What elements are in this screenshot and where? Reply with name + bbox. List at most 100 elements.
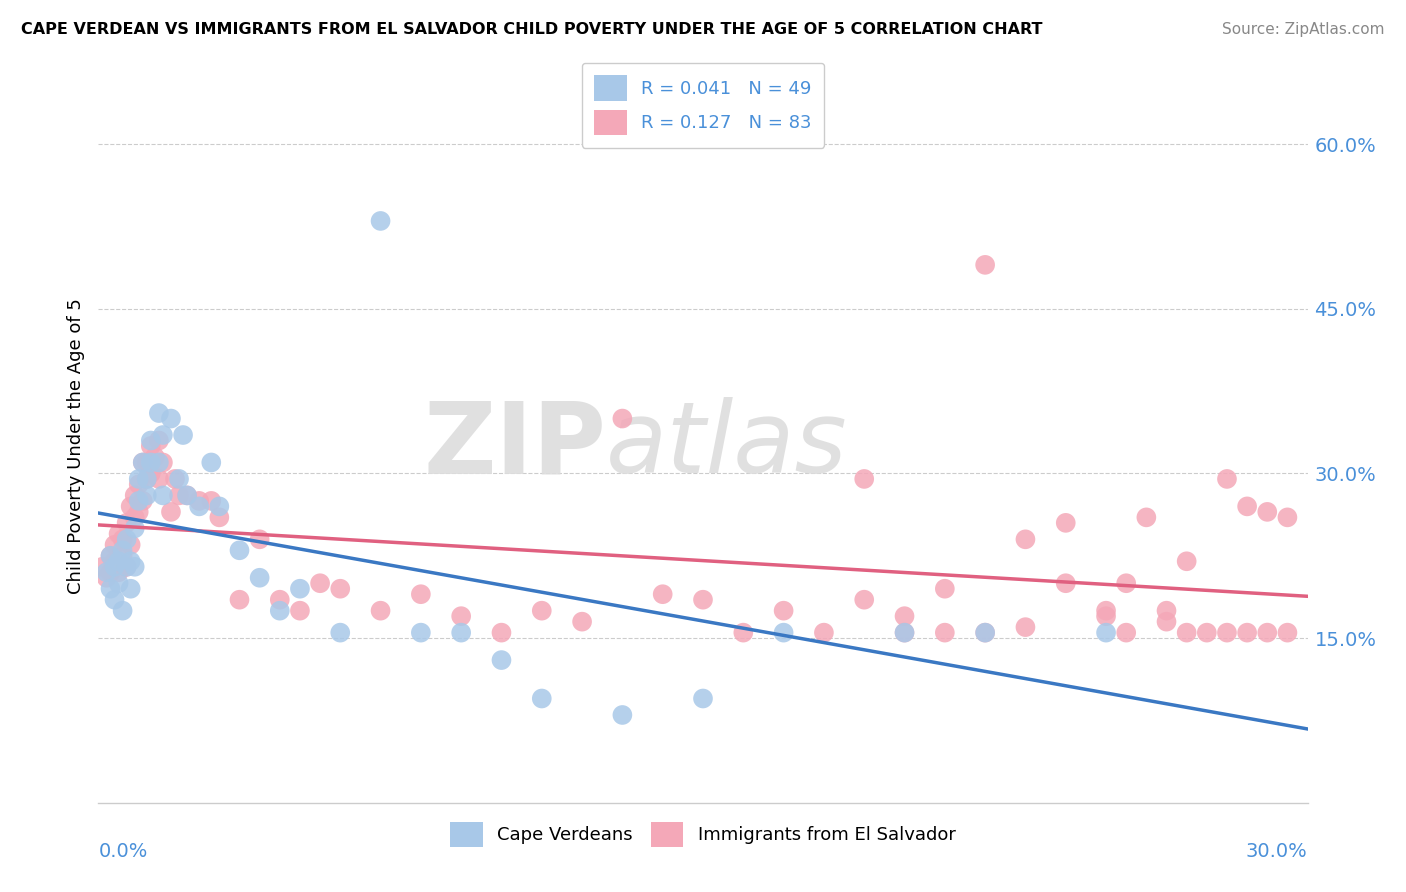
Point [1115,625,1137,640]
Point [188,494,211,508]
Point [128,477,150,491]
Point [974,258,997,272]
Point [139,439,162,453]
Point [1195,625,1218,640]
Text: Source: ZipAtlas.com: Source: ZipAtlas.com [1222,22,1385,37]
Point [934,625,956,640]
Point [934,582,956,596]
Point [152,488,174,502]
Point [530,691,553,706]
Legend: Cape Verdeans, Immigrants from El Salvador: Cape Verdeans, Immigrants from El Salvad… [440,811,966,858]
Point [148,406,170,420]
Point [1014,533,1036,547]
Point [100,566,122,580]
Point [132,455,155,469]
Point [974,625,997,640]
Point [115,516,138,530]
Point [772,625,794,640]
Point [1095,609,1118,624]
Point [1054,576,1077,591]
Point [160,505,183,519]
Point [692,592,714,607]
Point [612,411,634,425]
Point [1054,516,1077,530]
Point [772,604,794,618]
Point [974,625,997,640]
Point [1156,604,1178,618]
Point [1014,620,1036,634]
Point [176,488,198,502]
Point [167,488,190,502]
Point [853,592,876,607]
Point [139,434,162,448]
Point [107,554,129,568]
Point [853,472,876,486]
Point [124,521,146,535]
Point [103,538,125,552]
Point [103,554,125,568]
Point [370,604,392,618]
Point [200,494,222,508]
Point [329,582,352,596]
Text: 30.0%: 30.0% [1246,842,1308,861]
Point [120,554,142,568]
Text: atlas: atlas [606,398,848,494]
Point [111,549,134,563]
Point [1236,625,1258,640]
Point [100,549,122,563]
Point [120,582,142,596]
Point [111,543,134,558]
Point [115,559,138,574]
Point [249,571,271,585]
Point [124,510,146,524]
Point [167,472,190,486]
Point [111,604,134,618]
Point [269,604,291,618]
Point [893,609,915,624]
Point [143,450,166,464]
Point [813,625,835,640]
Point [135,455,157,469]
Point [1277,625,1299,640]
Point [612,708,634,723]
Point [208,500,231,514]
Point [1277,510,1299,524]
Point [288,604,311,618]
Point [893,625,915,640]
Point [893,625,915,640]
Point [107,576,129,591]
Point [309,576,332,591]
Point [135,472,157,486]
Point [124,488,146,502]
Point [139,467,162,481]
Point [228,592,250,607]
Point [128,494,150,508]
Point [96,571,118,585]
Point [152,455,174,469]
Point [288,582,311,596]
Point [208,510,231,524]
Point [370,214,392,228]
Text: ZIP: ZIP [423,398,606,494]
Point [269,592,291,607]
Point [163,472,186,486]
Text: CAPE VERDEAN VS IMMIGRANTS FROM EL SALVADOR CHILD POVERTY UNDER THE AGE OF 5 COR: CAPE VERDEAN VS IMMIGRANTS FROM EL SALVA… [21,22,1043,37]
Point [124,559,146,574]
Point [148,455,170,469]
Point [450,609,472,624]
Point [1256,625,1278,640]
Point [120,538,142,552]
Point [120,500,142,514]
Text: 0.0%: 0.0% [98,842,148,861]
Point [450,625,472,640]
Point [249,533,271,547]
Point [571,615,593,629]
Point [409,587,432,601]
Point [1175,625,1198,640]
Point [172,428,194,442]
Point [115,533,138,547]
Point [135,488,157,502]
Point [200,455,222,469]
Point [132,455,155,469]
Point [152,428,174,442]
